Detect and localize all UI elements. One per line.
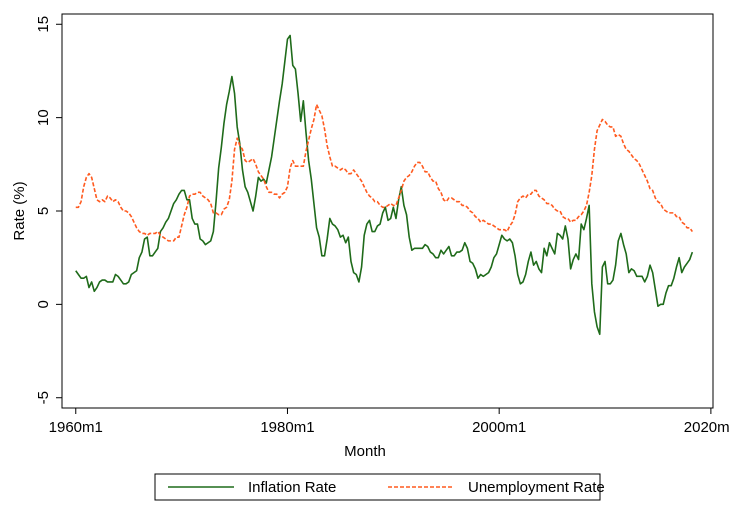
x-tick-label: 2020m1: [684, 419, 730, 436]
x-axis-label: Month: [344, 443, 386, 460]
y-tick-label: 0: [35, 300, 52, 308]
y-tick-label: -5: [35, 391, 52, 404]
x-tick-label: 1960m1: [49, 419, 103, 436]
x-tick-label: 2000m1: [472, 419, 526, 436]
y-tick-label: 5: [35, 207, 52, 215]
y-axis-label: Rate (%): [11, 181, 28, 240]
y-tick-label: 15: [35, 16, 52, 33]
legend-label: Inflation Rate: [248, 479, 336, 496]
line-series: [75, 34, 694, 336]
line-series: [75, 103, 694, 242]
x-tick-label: 1980m1: [260, 419, 314, 436]
y-tick-label: 10: [35, 109, 52, 126]
legend-label: Unemployment Rate: [468, 479, 605, 496]
